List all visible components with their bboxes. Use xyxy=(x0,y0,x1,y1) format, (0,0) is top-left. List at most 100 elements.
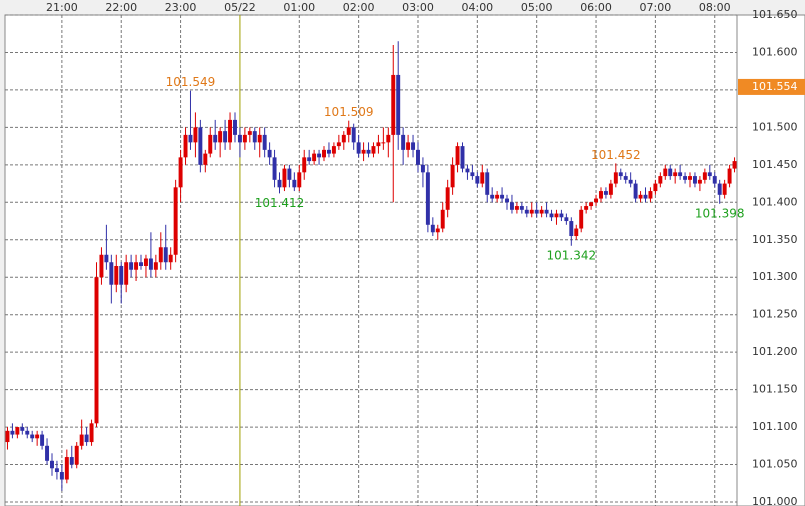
y-tick-label: 101.450 xyxy=(752,158,798,171)
candle-body xyxy=(702,172,707,180)
y-tick-label: 101.650 xyxy=(752,8,798,21)
candle-body xyxy=(242,134,247,143)
candle-body xyxy=(10,430,15,435)
candle-body xyxy=(158,247,163,263)
candle-body xyxy=(74,445,79,465)
x-tick-label: 22:00 xyxy=(105,1,137,14)
candle-body xyxy=(104,254,109,263)
candle-body xyxy=(475,176,480,184)
candle-body xyxy=(608,183,613,195)
high-label: 101.452 xyxy=(591,148,641,162)
candle-body xyxy=(603,191,608,195)
candle-body xyxy=(564,217,569,222)
candle-body xyxy=(79,434,84,446)
candle-body xyxy=(237,134,242,143)
candle-body xyxy=(119,265,124,285)
candle-body xyxy=(30,434,35,439)
candle-body xyxy=(54,468,59,473)
candle-body xyxy=(401,134,406,150)
candle-body xyxy=(668,168,673,177)
candle-body xyxy=(89,423,94,443)
candle-body xyxy=(376,142,381,147)
candle-body xyxy=(173,187,178,255)
x-tick-label: 07:00 xyxy=(640,1,672,14)
candle-body xyxy=(262,134,267,150)
candle-body xyxy=(594,198,599,203)
candle-body xyxy=(539,209,544,214)
x-tick-label: 21:00 xyxy=(46,1,78,14)
candle-body xyxy=(45,445,50,461)
candle-body xyxy=(440,209,445,229)
candle-body xyxy=(84,434,89,443)
candle-body xyxy=(336,142,341,147)
y-tick-label: 101.050 xyxy=(752,458,798,471)
candle-body xyxy=(529,209,534,214)
candle-body xyxy=(465,168,470,173)
candle-body xyxy=(618,172,623,177)
candle-body xyxy=(326,149,331,154)
candle-body xyxy=(35,434,40,439)
candle-body xyxy=(658,176,663,184)
candle-body xyxy=(277,179,282,188)
candle-body xyxy=(64,457,69,480)
plot-area xyxy=(4,14,738,506)
candle-body xyxy=(292,179,297,188)
candle-body xyxy=(386,134,391,143)
y-tick-label: 101.500 xyxy=(752,120,798,133)
x-tick-label: 05/22 xyxy=(224,1,256,14)
candle-body xyxy=(228,119,233,143)
candle-body xyxy=(307,157,312,162)
candle-body xyxy=(589,202,594,207)
candle-body xyxy=(193,127,198,143)
candle-body xyxy=(148,258,153,270)
candle-body xyxy=(178,157,183,188)
y-tick-label: 101.300 xyxy=(752,270,798,283)
candle-body xyxy=(450,164,455,188)
candle-body xyxy=(613,172,618,184)
candle-body xyxy=(697,179,702,184)
candle-body xyxy=(692,176,697,184)
candle-body xyxy=(59,472,64,480)
candle-body xyxy=(425,172,430,225)
x-tick-label: 02:00 xyxy=(343,1,375,14)
candle-body xyxy=(579,209,584,229)
candle-body xyxy=(366,149,371,154)
candle-body xyxy=(139,262,143,266)
candle-body xyxy=(124,262,129,285)
candle-body xyxy=(94,277,99,424)
candle-body xyxy=(663,168,668,177)
candle-body xyxy=(331,146,336,154)
candle-body xyxy=(633,183,638,199)
candle-body xyxy=(470,172,475,177)
candle-body xyxy=(208,134,213,154)
candle-body xyxy=(50,460,54,469)
x-tick-label: 03:00 xyxy=(402,1,434,14)
candle-body xyxy=(322,149,326,158)
candle-body xyxy=(391,74,396,135)
candle-body xyxy=(40,434,45,446)
candle-body xyxy=(485,172,490,195)
y-tick-label: 101.600 xyxy=(752,45,798,58)
x-tick-label: 04:00 xyxy=(461,1,493,14)
x-tick-label: 01:00 xyxy=(283,1,315,14)
candle-body xyxy=(134,262,139,270)
candle-body xyxy=(584,206,589,210)
candle-body xyxy=(678,172,683,177)
candle-body xyxy=(683,176,688,180)
candle-body xyxy=(569,221,574,237)
high-label: 101.549 xyxy=(166,75,216,89)
candle-body xyxy=(732,161,737,169)
low-label: 101.412 xyxy=(255,196,305,210)
y-tick-label: 101.200 xyxy=(752,345,798,358)
current-price-tag xyxy=(738,78,805,95)
candle-body xyxy=(712,176,717,184)
candle-body xyxy=(574,228,579,237)
candle-body xyxy=(648,191,653,199)
candle-body xyxy=(381,142,386,144)
y-tick-label: 101.400 xyxy=(752,195,798,208)
candle-body xyxy=(411,142,416,150)
y-axis-area xyxy=(736,14,805,506)
candle-body xyxy=(416,149,420,165)
candle-body xyxy=(25,430,30,435)
